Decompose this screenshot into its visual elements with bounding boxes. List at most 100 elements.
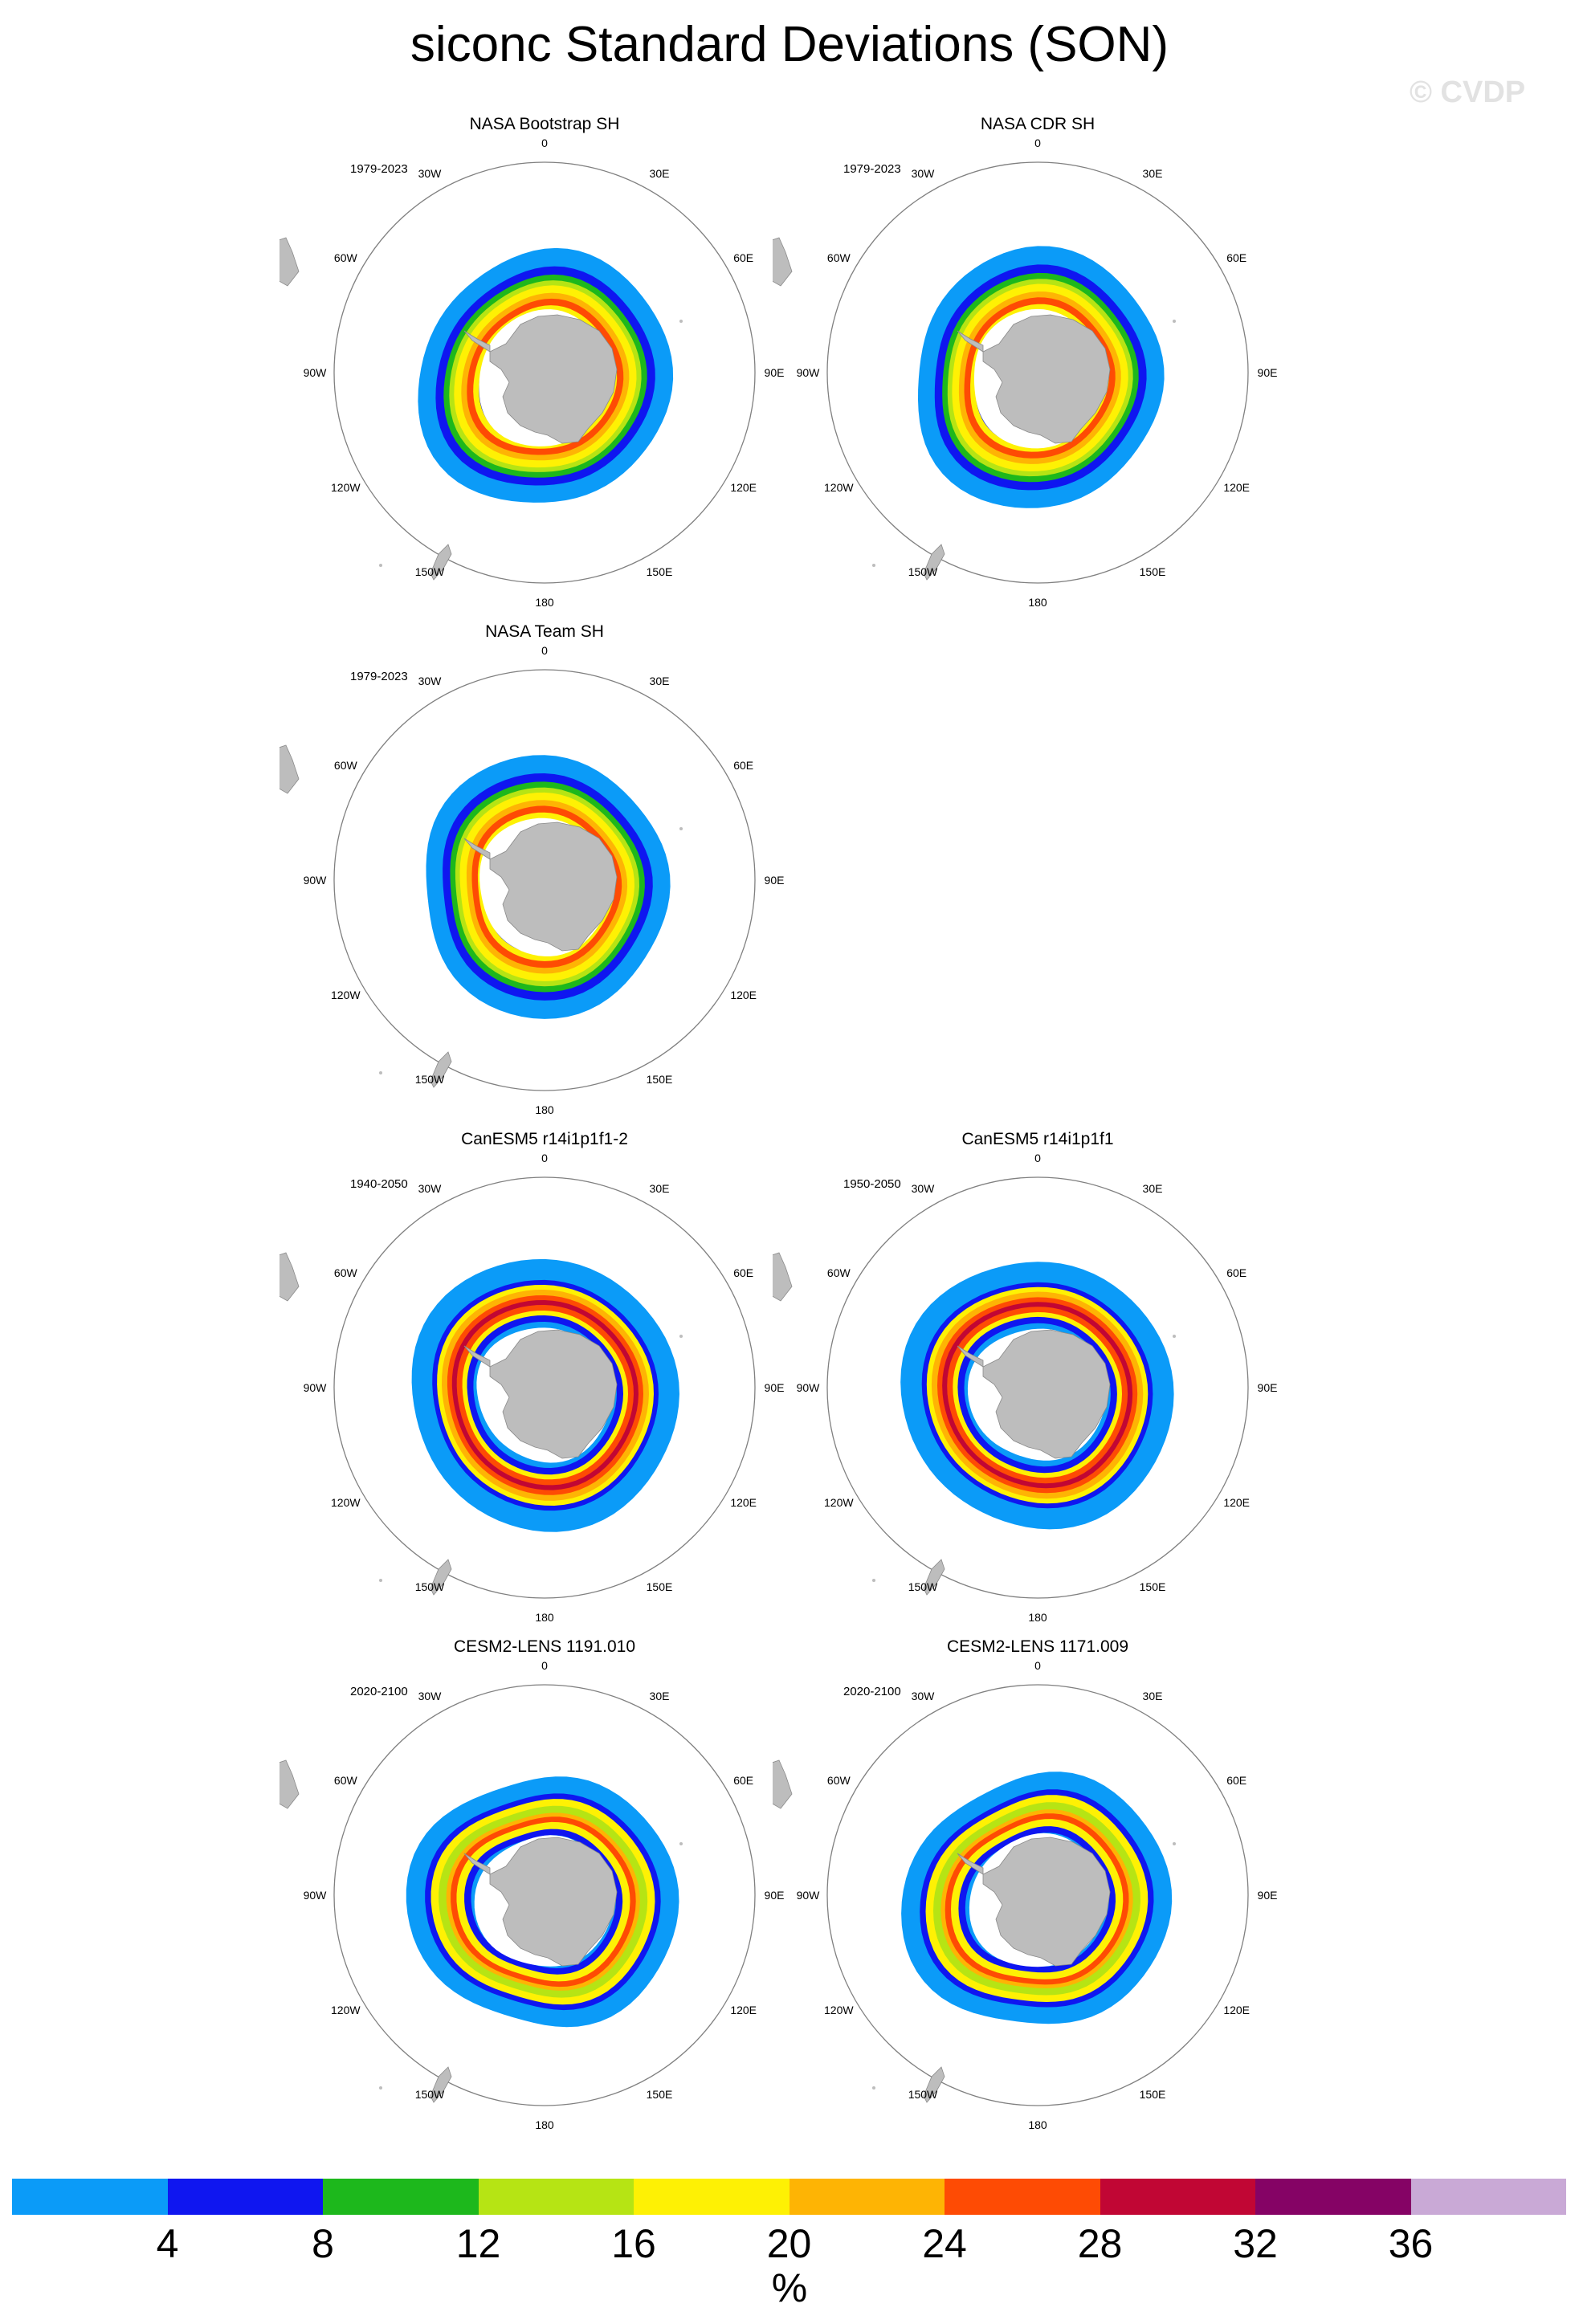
longitude-label: 150E xyxy=(646,2087,673,2101)
south-america-land xyxy=(279,1759,300,1809)
colorbar-box xyxy=(1100,2179,1255,2215)
longitude-label: 0 xyxy=(1034,137,1041,149)
panel-title: CESM2-LENS 1191.010 xyxy=(453,1637,636,1656)
antarctica-land xyxy=(489,822,618,952)
longitude-label: 180 xyxy=(535,1103,554,1116)
island-land xyxy=(379,2086,382,2090)
antarctic-peninsula-land xyxy=(463,330,491,353)
longitude-label: 90E xyxy=(764,874,785,887)
figure-title: siconc Standard Deviations (SON) xyxy=(410,17,1169,72)
longitude-label: 120E xyxy=(730,1496,757,1509)
colorbar-box xyxy=(634,2179,790,2215)
colorbar-tick-label: 8 xyxy=(312,2221,334,2266)
panel-years: 2020-2100 xyxy=(350,1685,408,1698)
longitude-label: 150W xyxy=(414,565,445,578)
map-panel-6: CESM2-LENS 1191.010 2020-2100 0 30E 60E 90E 12… xyxy=(279,1637,810,2131)
colorbar-box xyxy=(945,2179,1100,2215)
longitude-label: 30E xyxy=(649,167,670,181)
colorbar-box xyxy=(167,2179,323,2215)
antarctica-land xyxy=(982,1837,1111,1967)
map-panel-3: NASA Team SH 1979-2023 0 30E 60E 90E 120E 150E 1… xyxy=(279,622,810,1116)
map-panel-1: NASA Bootstrap SH 1979-2023 0 30E 60E 90E 120E… xyxy=(279,114,810,609)
map-panel-7: CESM2-LENS 1171.009 2020-2100 0 30E 60E 90E 12… xyxy=(773,1637,1303,2131)
longitude-label: 90E xyxy=(764,366,785,379)
colorbar-box xyxy=(323,2179,479,2215)
longitude-label: 0 xyxy=(541,1659,548,1672)
longitude-label: 90W xyxy=(796,1381,820,1394)
longitude-label: 60E xyxy=(733,251,754,264)
longitude-label: 180 xyxy=(535,2118,554,2131)
island-land xyxy=(679,320,683,323)
polar-map xyxy=(773,1176,1249,1599)
island-land xyxy=(1173,1842,1176,1845)
map-boundary xyxy=(333,1176,756,1599)
colorbar-box xyxy=(789,2179,945,2215)
longitude-label: 90E xyxy=(764,1381,785,1394)
longitude-label: 180 xyxy=(1028,1611,1047,1624)
antarctic-peninsula-land xyxy=(957,1345,984,1368)
longitude-label: 0 xyxy=(541,137,548,149)
longitude-label: 60W xyxy=(826,251,851,264)
map-boundary xyxy=(333,1684,756,2106)
island-land xyxy=(872,2086,875,2090)
longitude-label: 60W xyxy=(333,1266,357,1279)
colorbar-units: % xyxy=(771,2265,808,2310)
longitude-label: 180 xyxy=(1028,596,1047,609)
longitude-label: 120E xyxy=(1223,481,1251,494)
panel-years: 1950-2050 xyxy=(843,1177,901,1191)
map-panel-2: NASA CDR SH 1979-2023 0 30E 60E 90E 120E 150E 18… xyxy=(773,114,1303,609)
longitude-label: 180 xyxy=(535,1611,554,1624)
map-panel-4: CanESM5 r14i1p1f1-2 1940-2050 0 30E 60E 90E 12… xyxy=(279,1129,810,1624)
colorbar-tick-label: 32 xyxy=(1233,2221,1278,2266)
longitude-label: 120W xyxy=(331,2004,361,2016)
longitude-label: 60E xyxy=(1226,1266,1247,1279)
antarctic-peninsula-land xyxy=(957,1853,984,1875)
longitude-label: 150E xyxy=(646,1580,673,1593)
south-america-land xyxy=(279,744,300,794)
longitude-label: 120W xyxy=(331,1496,361,1509)
longitude-label: 150E xyxy=(1139,565,1166,578)
longitude-label: 90E xyxy=(1257,1889,1278,1902)
longitude-label: 60E xyxy=(733,1774,754,1787)
antarctic-peninsula-land xyxy=(957,330,984,353)
colorbar-box xyxy=(12,2179,168,2215)
longitude-label: 0 xyxy=(541,1152,548,1164)
longitude-label: 30W xyxy=(418,675,442,688)
antarctic-peninsula-land xyxy=(463,1345,491,1368)
panel-years: 2020-2100 xyxy=(843,1685,901,1698)
longitude-label: 120W xyxy=(331,481,361,494)
longitude-label: 90W xyxy=(796,1889,820,1902)
longitude-label: 180 xyxy=(535,596,554,609)
longitude-label: 90W xyxy=(303,1381,327,1394)
panel-years: 1940-2050 xyxy=(350,1177,408,1191)
colorbar-tick-label: 12 xyxy=(455,2221,501,2266)
longitude-label: 30W xyxy=(418,1182,442,1196)
map-boundary xyxy=(826,1684,1249,2106)
polar-map xyxy=(773,161,1249,584)
antarctica-land xyxy=(489,1329,618,1459)
new-zealand-land xyxy=(430,2066,452,2103)
longitude-label: 60W xyxy=(826,1266,851,1279)
panel-title: CanESM5 r14i1p1f1 xyxy=(961,1130,1114,1148)
panel-title: NASA CDR SH xyxy=(980,115,1096,133)
panel-title: NASA Team SH xyxy=(485,622,604,641)
new-zealand-land xyxy=(923,2066,945,2103)
map-panel-5: CanESM5 r14i1p1f1 1950-2050 0 30E 60E 90E 120E… xyxy=(773,1129,1303,1624)
longitude-label: 30E xyxy=(649,1690,670,1703)
longitude-label: 150W xyxy=(414,2087,445,2101)
antarctic-peninsula-land xyxy=(463,838,491,860)
longitude-label: 60W xyxy=(333,251,357,264)
map-boundary xyxy=(333,161,756,584)
antarctica-land xyxy=(982,1329,1111,1459)
longitude-label: 120W xyxy=(824,2004,854,2016)
longitude-label: 30W xyxy=(911,167,935,181)
longitude-label: 120E xyxy=(1223,1496,1251,1509)
longitude-label: 120E xyxy=(1223,2004,1251,2016)
island-land xyxy=(1173,320,1176,323)
longitude-label: 150W xyxy=(908,1580,938,1593)
island-land xyxy=(679,1335,683,1338)
longitude-label: 90W xyxy=(796,366,820,379)
panel-title: NASA Bootstrap SH xyxy=(469,115,620,133)
longitude-label: 0 xyxy=(541,644,548,657)
longitude-label: 90W xyxy=(303,366,327,379)
